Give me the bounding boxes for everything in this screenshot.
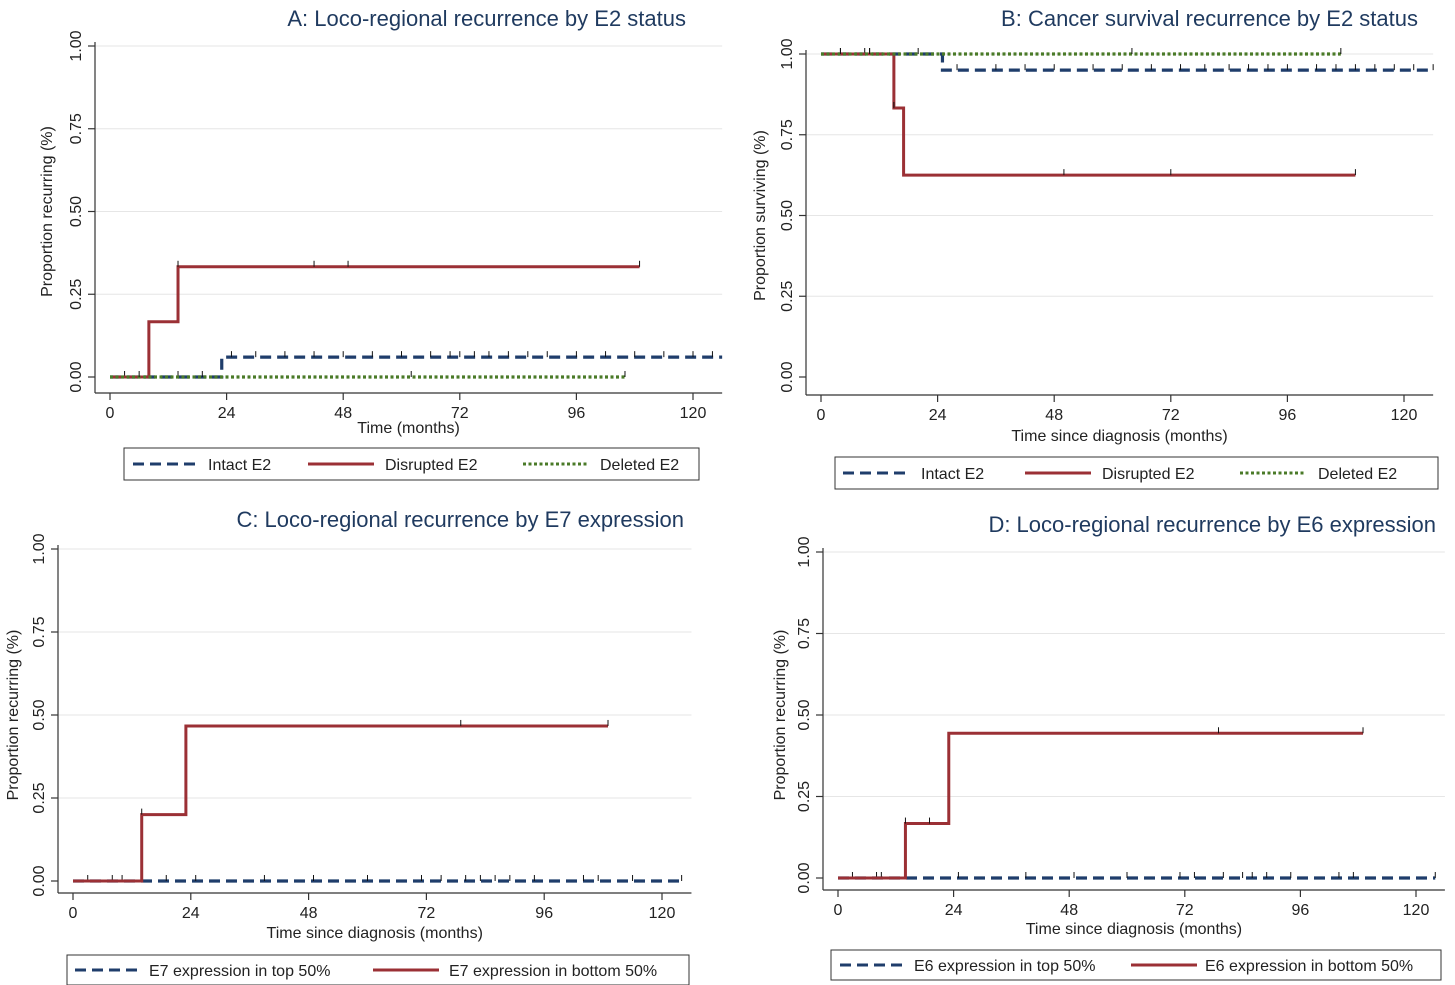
chart-title: A: Loco-regional recurrence by E2 status <box>287 6 686 31</box>
x-tick-label: 0 <box>817 407 826 424</box>
chart-title: D: Loco-regional recurrence by E6 expres… <box>988 512 1436 537</box>
x-tick-label: 24 <box>945 902 963 919</box>
x-tick-label: 96 <box>1279 407 1297 424</box>
y-axis-title: Proportion recurring (%) <box>5 630 22 801</box>
legend-box <box>830 949 1442 981</box>
chart-title: B: Cancer survival recurrence by E2 stat… <box>1001 6 1418 31</box>
legend-box <box>834 456 1439 490</box>
legend-label: Deleted E2 <box>600 457 679 474</box>
x-tick-label: 24 <box>929 407 947 424</box>
series-line-1 <box>821 52 1434 72</box>
x-tick-label: 120 <box>649 905 676 922</box>
x-tick-label: 96 <box>535 905 553 922</box>
y-axis-title: Proportion surviving (%) <box>752 130 769 301</box>
y-tick-label: 0.25 <box>779 281 796 312</box>
legend-label: Intact E2 <box>208 457 271 474</box>
y-tick-label: 0.75 <box>779 119 796 150</box>
x-tick-label: 24 <box>182 905 200 922</box>
legend-label: E6 expression in top 50% <box>914 958 1095 975</box>
x-tick-label: 48 <box>1060 902 1078 919</box>
legend-label: E7 expression in top 50% <box>149 963 330 980</box>
chart-title: C: Loco-regional recurrence by E7 expres… <box>236 507 684 532</box>
chart-panel-b: 0 24 48 72 96 120 0.00 0.25 0.50 0.75 1.00 Time sin… <box>752 6 1439 490</box>
series-line-2 <box>73 724 609 883</box>
y-axis-title: Proportion recurring (%) <box>772 630 789 801</box>
legend-label: Deleted E2 <box>1318 466 1397 483</box>
chart-panel-a: 0 24 48 72 96 120 0.00 0.25 0.50 0.75 1.00 Time (mo… <box>39 6 723 481</box>
y-tick-label: 0.75 <box>68 113 85 144</box>
chart-panel-c: 0 24 48 72 96 120 0.00 0.25 0.50 0.75 1.00 Time sin… <box>5 507 692 985</box>
legend-label: Disrupted E2 <box>385 457 478 474</box>
x-tick-label: 72 <box>418 905 436 922</box>
x-tick-label: 24 <box>218 405 236 422</box>
x-axis-title: Time since diagnosis (months) <box>267 925 483 942</box>
x-axis-title: Time (months) <box>357 420 460 437</box>
y-tick-label: 0.00 <box>796 862 813 893</box>
y-tick-label: 1.00 <box>31 533 48 564</box>
series-line-2 <box>110 265 640 379</box>
y-tick-label: 0.50 <box>779 200 796 231</box>
y-tick-label: 0.00 <box>779 361 796 392</box>
legend-box <box>123 447 700 481</box>
x-tick-label: 0 <box>69 905 78 922</box>
x-axis-title: Time since diagnosis (months) <box>1026 921 1242 938</box>
y-tick-label: 0.25 <box>68 279 85 310</box>
y-tick-label: 0.25 <box>31 782 48 813</box>
y-tick-label: 0.75 <box>796 618 813 649</box>
y-tick-label: 0.50 <box>796 699 813 730</box>
x-tick-label: 120 <box>1391 407 1418 424</box>
x-tick-label: 48 <box>1045 407 1063 424</box>
x-tick-label: 0 <box>834 902 843 919</box>
x-tick-label: 72 <box>1176 902 1194 919</box>
x-tick-label: 72 <box>451 405 469 422</box>
y-axis-title: Proportion recurring (%) <box>39 126 56 297</box>
x-tick-label: 0 <box>106 405 115 422</box>
x-tick-label: 72 <box>1162 407 1180 424</box>
y-tick-label: 1.00 <box>796 536 813 567</box>
x-tick-label: 48 <box>334 405 352 422</box>
y-tick-label: 0.50 <box>31 699 48 730</box>
y-tick-label: 0.25 <box>796 781 813 812</box>
series-line-2 <box>838 731 1364 880</box>
y-tick-label: 0.00 <box>31 865 48 896</box>
x-tick-label: 120 <box>680 405 707 422</box>
legend-label: E6 expression in bottom 50% <box>1205 958 1413 975</box>
x-tick-label: 120 <box>1403 902 1430 919</box>
x-tick-label: 48 <box>300 905 318 922</box>
legend-label: Disrupted E2 <box>1102 466 1195 483</box>
y-tick-label: 1.00 <box>779 38 796 69</box>
y-tick-label: 0.75 <box>31 616 48 647</box>
y-tick-label: 1.00 <box>68 30 85 61</box>
y-tick-label: 0.50 <box>68 196 85 227</box>
x-tick-label: 96 <box>1292 902 1310 919</box>
chart-panel-d: 0 24 48 72 96 120 0.00 0.25 0.50 0.75 1.00 Time sin… <box>772 512 1445 981</box>
x-axis-title: Time since diagnosis (months) <box>1011 428 1227 445</box>
series-line-2 <box>821 52 1356 177</box>
x-tick-label: 96 <box>568 405 586 422</box>
legend-label: Intact E2 <box>921 466 984 483</box>
y-tick-label: 0.00 <box>68 361 85 392</box>
legend-label: E7 expression in bottom 50% <box>449 963 657 980</box>
